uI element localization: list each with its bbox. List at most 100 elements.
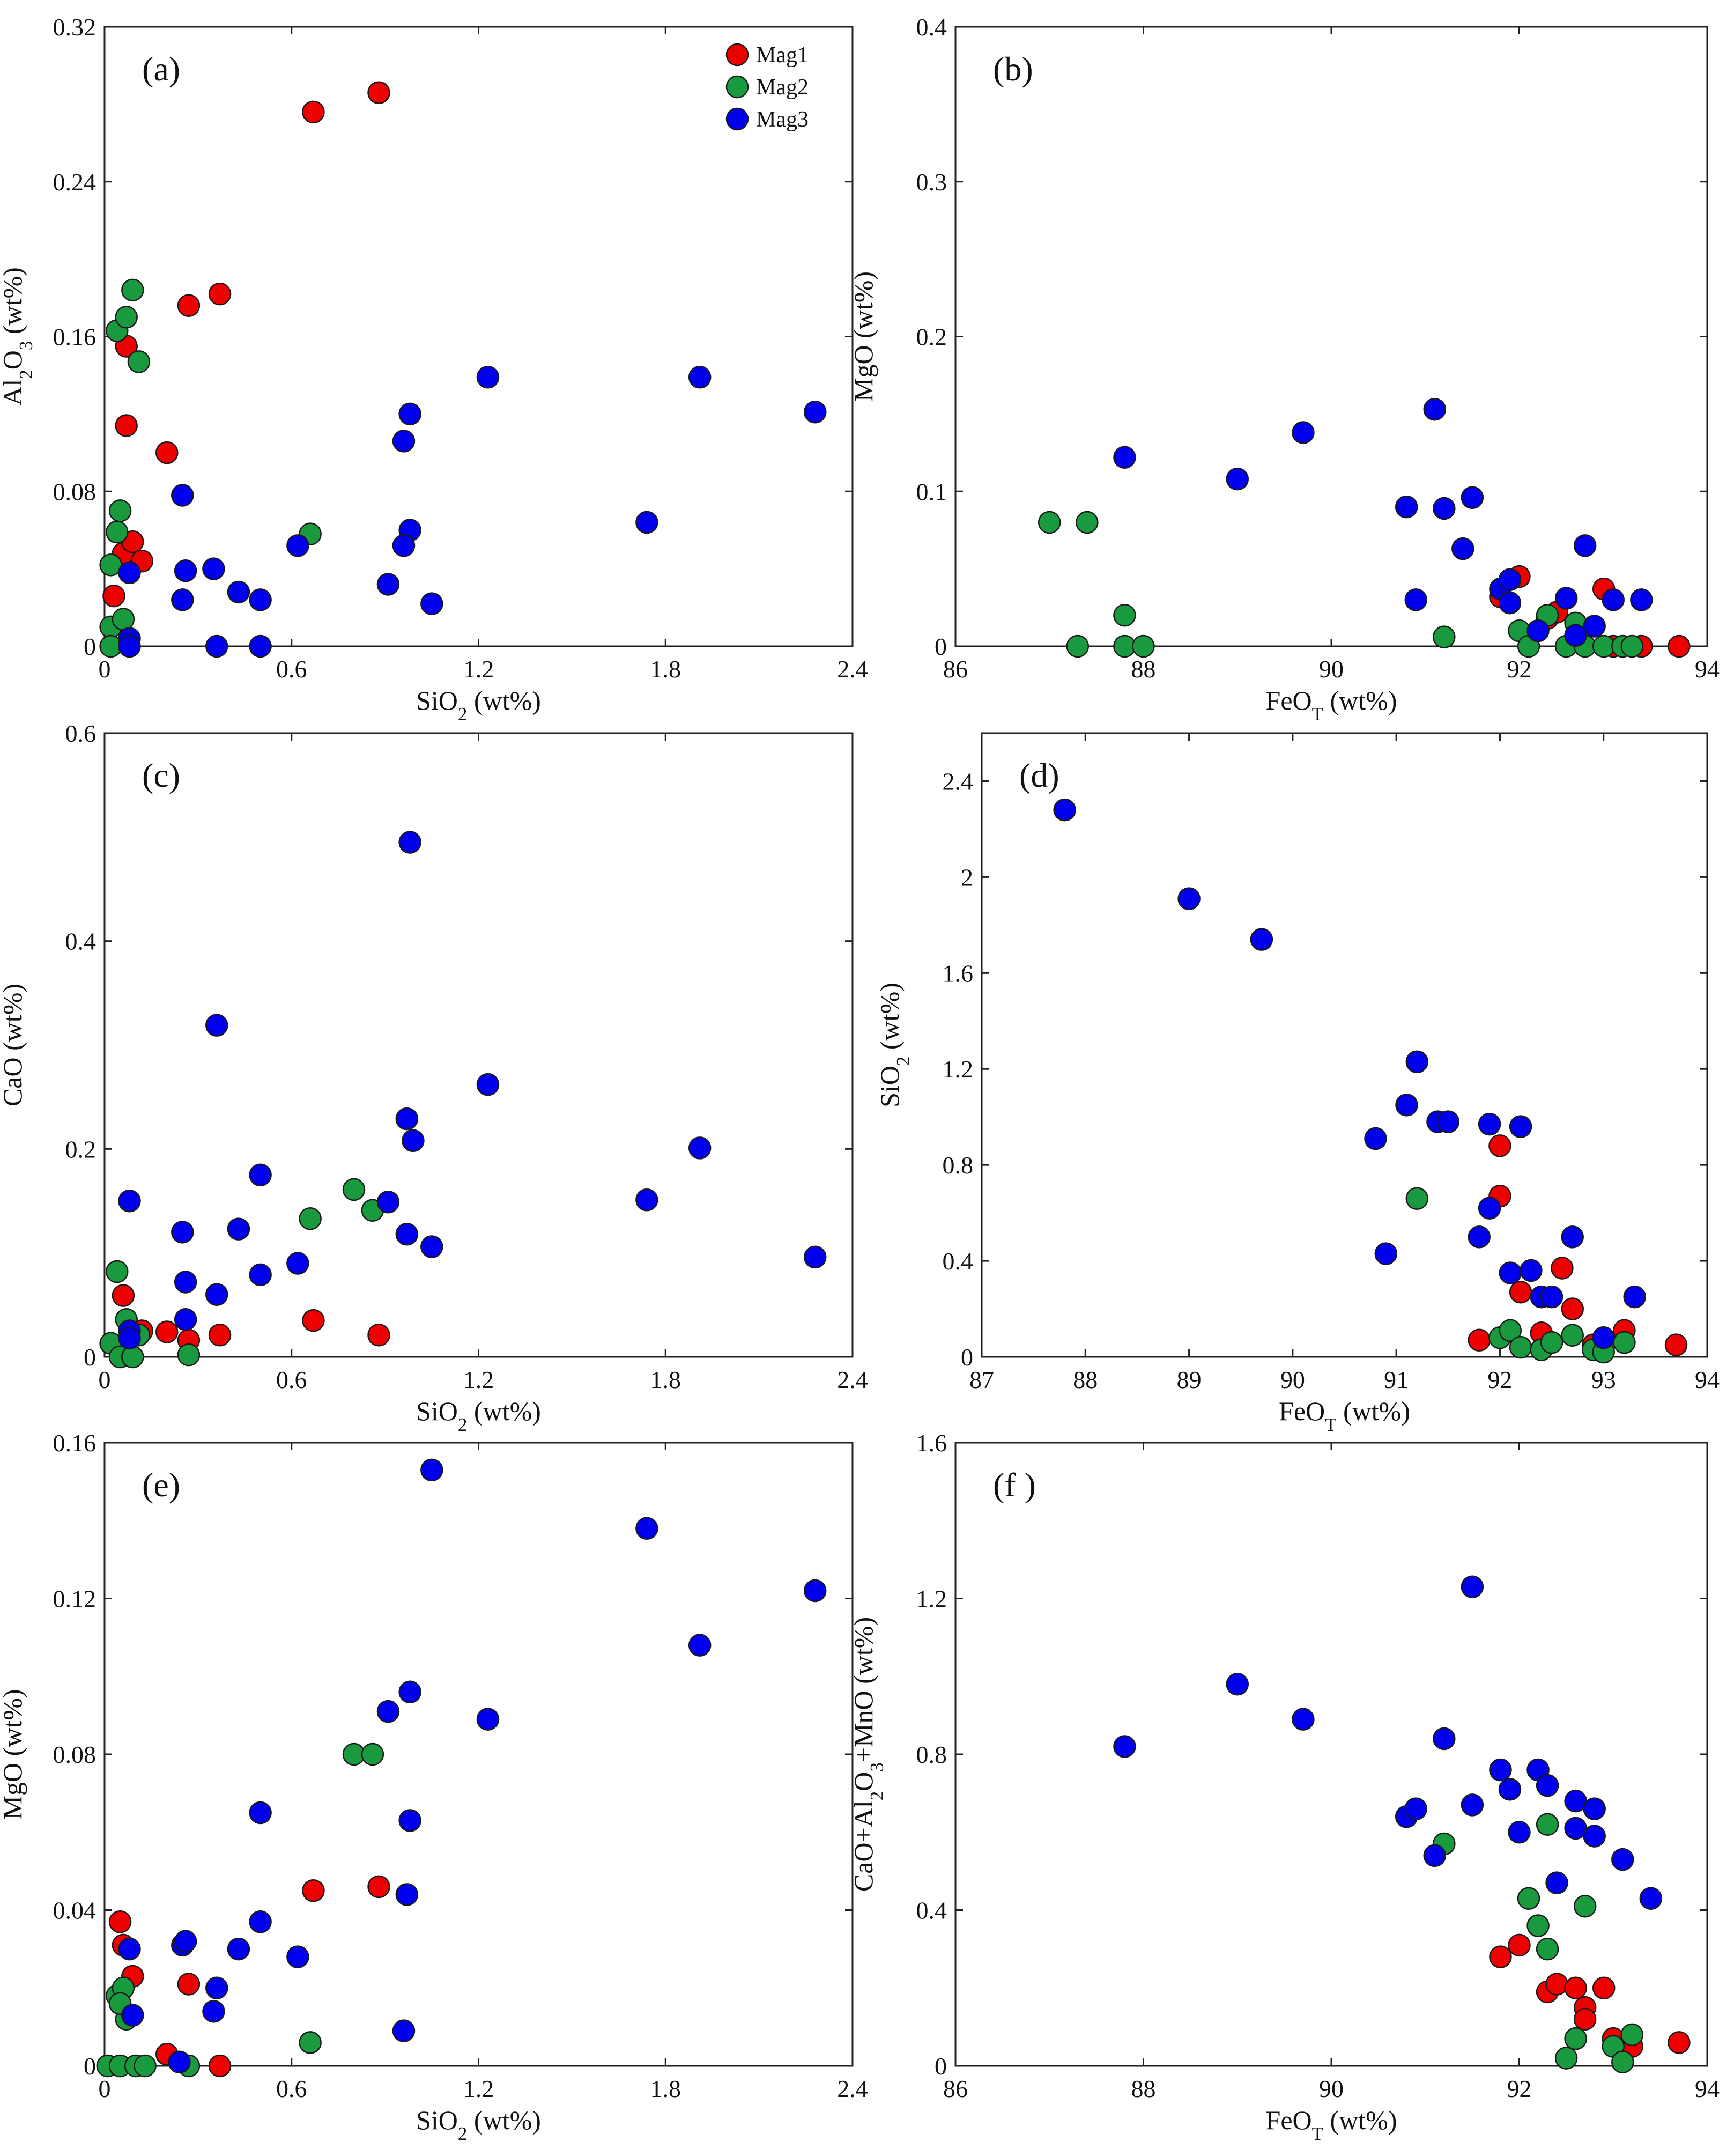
- point-mag3: [476, 1708, 500, 1731]
- legend-marker-mag1: [725, 43, 749, 67]
- y-tick-label: 0.2: [65, 1135, 97, 1163]
- panel-label: (b): [993, 50, 1033, 88]
- point-mag3: [395, 1883, 419, 1906]
- point-mag2: [1066, 634, 1090, 658]
- point-mag2: [1132, 634, 1155, 658]
- legend-marker-mag2: [725, 75, 749, 99]
- point-mag3: [420, 1235, 443, 1258]
- point-mag3: [1526, 619, 1550, 643]
- point-mag2: [1561, 1324, 1584, 1347]
- panel-f: 86 88 90 92 94 0 0.4 0.8 1.2 1.6 FeOT (wt%) CaO+Al2…: [848, 1429, 1720, 2144]
- y-axis-label: MgO (wt%): [0, 1689, 27, 1819]
- point-mag3: [174, 1930, 197, 1953]
- point-mag3: [1395, 1094, 1418, 1117]
- point-mag3: [1498, 568, 1522, 592]
- point-mag3: [804, 1245, 827, 1269]
- point-mag3: [174, 1308, 197, 1331]
- point-mag1: [1561, 1297, 1584, 1320]
- point-mag3: [1468, 1225, 1491, 1249]
- point-mag3: [1451, 537, 1474, 560]
- point-mag3: [476, 366, 500, 389]
- point-mag2: [1573, 1894, 1597, 1918]
- point-mag3: [118, 561, 141, 585]
- point-mag1: [208, 2054, 232, 2078]
- point-mag3: [1404, 588, 1427, 611]
- point-mag3: [635, 1188, 658, 1212]
- x-tick-label: 94: [1695, 2075, 1720, 2102]
- point-mag3: [1436, 1110, 1460, 1133]
- x-tick-label: 93: [1591, 1366, 1616, 1393]
- x-tick-label: 92: [1487, 1366, 1512, 1393]
- point-mag2: [361, 1742, 384, 1766]
- point-mag2: [1540, 1331, 1563, 1354]
- y-tick-label: 0.8: [916, 1741, 947, 1768]
- point-mag1: [177, 1973, 201, 1996]
- point-mag1: [1488, 1134, 1511, 1157]
- point-mag2: [1613, 1331, 1636, 1354]
- point-mag1: [1468, 1328, 1491, 1352]
- point-mag3: [1639, 1887, 1663, 1910]
- y-tick-label: 0.16: [53, 1429, 97, 1457]
- point-mag3: [1564, 624, 1587, 647]
- point-mag3: [205, 1976, 228, 1999]
- x-axis-label: FeOT (wt%): [1266, 2105, 1397, 2144]
- point-mag2: [1536, 1813, 1559, 1836]
- point-mag2: [1526, 1914, 1550, 1937]
- y-axis-label: CaO+Al2O3+MnO (wt%): [848, 1617, 887, 1892]
- legend-label-mag1: Mag1: [756, 43, 809, 68]
- x-axis-label: SiO2 (wt%): [416, 2105, 541, 2144]
- point-mag3: [202, 557, 225, 580]
- y-tick-label: 0: [935, 2052, 947, 2080]
- point-mag3: [376, 1700, 400, 1723]
- point-mag3: [1478, 1197, 1501, 1220]
- point-mag1: [1664, 1333, 1688, 1356]
- y-tick-label: 1.6: [916, 1429, 947, 1457]
- point-mag1: [115, 414, 138, 437]
- y-tick-label: 1.2: [916, 1585, 947, 1613]
- point-mag3: [286, 1945, 309, 1968]
- point-mag2: [1405, 1187, 1429, 1210]
- x-tick-label: 2.4: [837, 655, 868, 683]
- point-mag1: [1489, 1945, 1512, 1968]
- point-mag2: [127, 350, 151, 373]
- point-mag3: [205, 1283, 228, 1306]
- y-tick-label: 0: [84, 633, 96, 660]
- x-axis-label: SiO2 (wt%): [416, 685, 541, 725]
- x-tick-label: 2.4: [837, 1366, 868, 1393]
- y-axis-label: SiO2 (wt%): [875, 983, 914, 1107]
- x-tick-label: 90: [1280, 1366, 1305, 1393]
- panel-b: 86 88 90 92 94 0 0.1 0.2 0.3 0.4 FeOT (wt%) MgO (wt…: [848, 13, 1720, 725]
- x-tick-label: 89: [1177, 1366, 1202, 1393]
- x-tick-label: 90: [1319, 655, 1344, 683]
- point-mag3: [398, 402, 421, 426]
- point-mag3: [804, 401, 827, 424]
- point-mag2: [108, 499, 132, 522]
- x-tick-label: 1.2: [463, 1366, 494, 1393]
- point-mag3: [118, 1326, 141, 1350]
- point-mag3: [1583, 615, 1606, 638]
- point-mag3: [205, 1014, 228, 1037]
- point-mag2: [1499, 1319, 1522, 1342]
- point-mag3: [1554, 587, 1578, 610]
- point-mag2: [1038, 511, 1061, 534]
- x-axis-label: FeOT (wt%): [1279, 1396, 1410, 1435]
- point-mag2: [342, 1178, 366, 1201]
- point-mag2: [106, 520, 129, 544]
- point-mag3: [227, 1937, 250, 1961]
- y-tick-label: 0.08: [53, 1741, 97, 1768]
- point-mag3: [1509, 1115, 1532, 1138]
- y-tick-label: 2.4: [943, 767, 974, 795]
- point-mag1: [208, 282, 232, 306]
- point-mag2: [1564, 2027, 1587, 2050]
- point-mag3: [376, 1190, 400, 1214]
- panel-label: (a): [142, 50, 180, 88]
- point-mag3: [205, 634, 228, 658]
- x-tick-label: 92: [1507, 655, 1532, 683]
- point-mag3: [118, 634, 141, 658]
- point-mag3: [1250, 928, 1273, 951]
- point-mag3: [1292, 421, 1315, 444]
- point-mag1: [155, 441, 179, 464]
- point-mag3: [1461, 1793, 1484, 1817]
- y-tick-label: 0.2: [916, 323, 947, 351]
- point-mag3: [1404, 1797, 1427, 1820]
